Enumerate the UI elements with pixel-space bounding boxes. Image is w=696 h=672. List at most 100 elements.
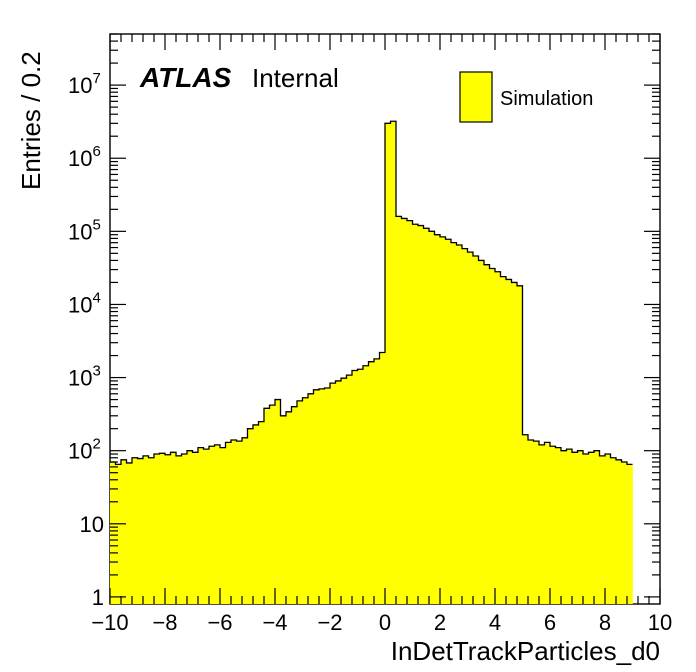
histogram-bin xyxy=(126,462,133,604)
histogram-bin xyxy=(181,454,188,604)
y-tick-label: 107 xyxy=(68,70,101,98)
histogram-step-line xyxy=(110,120,633,466)
histogram-bin xyxy=(412,224,419,604)
x-tick-label: −6 xyxy=(207,610,232,635)
histogram-bin xyxy=(330,383,336,604)
y-tick-labels: 1 10 102 103 104 105 106 107 xyxy=(68,70,104,610)
histogram-bin xyxy=(132,457,138,604)
histogram-bin xyxy=(115,464,122,604)
histogram-bin xyxy=(401,218,408,604)
histogram-bin xyxy=(258,421,265,604)
histogram-bin xyxy=(302,397,309,604)
histogram-bin xyxy=(275,399,281,604)
histogram-bin xyxy=(616,459,622,604)
x-tick-label: −4 xyxy=(262,610,287,635)
histogram-bin xyxy=(319,388,325,604)
histogram-bin xyxy=(297,400,303,604)
histogram-bin xyxy=(110,462,116,604)
histogram-bin xyxy=(627,464,633,604)
histogram-bin xyxy=(192,452,199,604)
histogram-bin xyxy=(599,455,606,604)
histogram-bin xyxy=(396,216,402,605)
histogram-bin xyxy=(368,361,375,604)
histogram-bin xyxy=(522,434,529,604)
histogram-bin xyxy=(478,260,485,604)
x-axis-title: InDetTrackParticles_d0 xyxy=(391,636,660,666)
histogram-bin xyxy=(187,450,193,604)
histogram-bin xyxy=(121,459,127,604)
histogram-bin xyxy=(533,441,540,604)
histogram-bin xyxy=(346,375,353,604)
histogram-bin xyxy=(198,447,204,604)
legend-label: Simulation xyxy=(500,88,593,110)
x-tick-labels: −10 −8 −6 −4 −2 0 2 4 6 8 10 xyxy=(91,610,672,635)
y-tick-label: 105 xyxy=(68,216,101,244)
histogram-bin xyxy=(610,457,617,604)
x-tick-label: −8 xyxy=(152,610,177,635)
histogram-bin xyxy=(511,282,518,604)
histogram-bin xyxy=(572,452,578,604)
histogram-bin xyxy=(280,415,287,604)
histogram-bin xyxy=(214,444,221,604)
x-tick-label: 8 xyxy=(599,610,611,635)
y-tick-label: 103 xyxy=(68,363,101,391)
y-tick-label: 104 xyxy=(68,289,101,317)
histogram-bin xyxy=(605,454,611,604)
histogram-bin xyxy=(363,365,369,604)
y-tick-label: 106 xyxy=(68,143,101,171)
histogram-bin xyxy=(269,405,276,604)
histogram-bin xyxy=(566,449,573,604)
histogram-bin xyxy=(390,121,397,604)
histogram-bin xyxy=(561,450,567,604)
x-tick-label: 2 xyxy=(434,610,446,635)
histogram-bin xyxy=(434,234,441,604)
histogram-bin xyxy=(621,462,628,604)
histogram-bin xyxy=(357,369,364,604)
histogram-bin xyxy=(154,454,160,604)
histogram-bin xyxy=(170,452,177,604)
x-tick-label: 10 xyxy=(648,610,672,635)
histogram-bin xyxy=(594,450,600,604)
histogram-bin xyxy=(341,378,347,604)
histogram-bars xyxy=(110,121,633,605)
histogram-bin xyxy=(264,408,270,604)
y-tick-label: 102 xyxy=(68,436,101,464)
x-tick-label: 6 xyxy=(544,610,556,635)
histogram-bin xyxy=(253,424,259,604)
histogram-bin xyxy=(418,225,424,604)
histogram-bin xyxy=(143,455,149,604)
histogram-bin xyxy=(165,454,171,604)
histogram-bin xyxy=(429,231,435,604)
histogram-bin xyxy=(385,123,391,605)
histogram-bin xyxy=(462,248,468,605)
histogram-bin xyxy=(148,457,155,604)
histogram-bin xyxy=(467,252,474,604)
axis-ticks xyxy=(109,33,661,604)
histogram-bin xyxy=(407,220,413,605)
histogram-bin xyxy=(374,358,380,604)
histogram-bin xyxy=(517,285,523,604)
histogram-bin xyxy=(379,352,386,604)
x-tick-label: −2 xyxy=(317,610,342,635)
histogram-bin xyxy=(423,228,430,604)
histogram-bin xyxy=(456,245,463,604)
histogram-bin xyxy=(451,242,457,604)
x-tick-label: −10 xyxy=(91,610,128,635)
atlas-label: ATLAS xyxy=(139,62,232,93)
y-tick-label: 1 xyxy=(92,585,104,610)
histogram-bin xyxy=(506,279,512,604)
histogram-bin xyxy=(335,380,342,604)
histogram-bin xyxy=(291,406,298,604)
histogram-bin xyxy=(550,446,556,604)
histogram-bin xyxy=(555,447,562,604)
histogram-bin xyxy=(236,441,243,604)
histogram-bin xyxy=(528,439,534,604)
histogram-bin xyxy=(231,439,237,604)
histogram-bin xyxy=(159,453,166,604)
histogram-bin xyxy=(220,447,226,604)
histogram-outline xyxy=(110,120,633,466)
histogram-bin xyxy=(577,450,584,604)
y-tick-label: 10 xyxy=(80,512,104,537)
histogram-bin xyxy=(539,444,545,604)
histogram-bin xyxy=(489,268,496,604)
